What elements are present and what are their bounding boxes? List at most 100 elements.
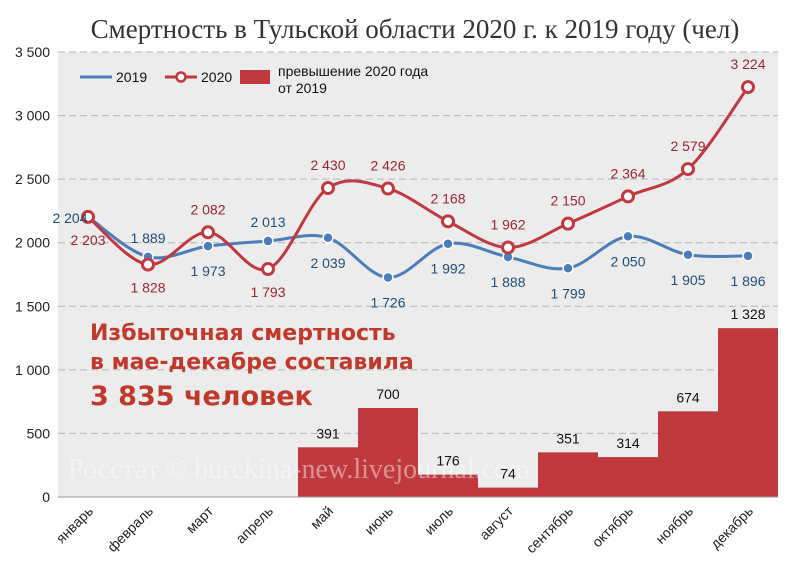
point-2020 [321,181,335,196]
point-2020 [681,162,695,177]
point-2020 [201,225,215,240]
point-2019 [682,249,694,261]
point-2020 [261,262,275,277]
data-label-2019: 1 889 [130,230,165,246]
chart-title: Смертность в Тульской области 2020 г. к … [91,14,740,44]
watermark: Росстат © burckina-new.livejournal.com [68,454,530,485]
legend-marker-2020 [175,71,187,83]
point-2019 [202,240,214,252]
data-label-2020: 2 364 [610,165,645,181]
data-labels: 391 700 176 74 351 314 674 1 328 2 203 1 828 2 082… [52,56,765,482]
excess-bar-label: 1 328 [730,306,765,322]
point-2020 [81,209,95,224]
excess-bar-label: 700 [376,386,400,402]
x-tick-label: июль [421,503,456,538]
data-label-2019: 1 888 [490,274,525,290]
point-2019 [622,230,634,243]
y-tick-label: 2 000 [15,235,50,251]
data-label-2020: 2 430 [310,157,345,173]
annotation-line-3: 3 835 человек [90,381,313,412]
point-2019 [562,262,574,275]
y-axis-ticks: 0 500 1 000 1 500 2 000 2 500 3 000 3 500 [15,44,50,505]
excess-bar-label: 351 [556,430,580,446]
legend-label-2020: 2020 [201,69,232,85]
point-2020 [741,80,755,95]
series-points [81,80,755,284]
excess-bar [418,474,478,497]
x-tick-label: декабрь [707,503,756,552]
point-2020 [621,189,635,204]
x-tick-label: октябрь [589,503,636,550]
data-label-2020: 1 828 [130,280,165,296]
excess-bar-label: 314 [616,435,640,451]
x-tick-label: август [476,502,516,542]
x-tick-label: май [307,503,336,532]
point-2020 [141,257,155,272]
excess-bar [538,452,598,497]
data-label-2019: 2 204 [52,210,87,226]
x-tick-label: январь [53,503,96,546]
excess-bar-label: 674 [676,389,700,405]
data-label-2020: 1 962 [490,217,525,233]
x-axis-ticks: январь февраль март апрель май июнь июль август… [53,502,756,556]
excess-bar [478,487,538,497]
legend: 2019 2020 превышение 2020 года от 2019 [80,63,428,96]
x-tick-label: апрель [232,503,276,547]
data-label-2019: 1 973 [190,263,225,279]
point-2019 [382,271,394,284]
data-label-2019: 2 013 [250,214,285,230]
legend-label-excess-line1: превышение 2020 года [278,63,428,79]
y-tick-label: 0 [42,489,50,505]
y-tick-label: 2 500 [15,171,50,187]
x-tick-label: март [183,502,217,536]
y-tick-label: 1 500 [15,298,50,314]
excess-bar-label: 176 [436,453,460,469]
y-tick-label: 3 500 [15,44,50,60]
data-label-2019: 1 905 [670,272,705,288]
data-label-2020: 2 426 [370,158,405,174]
legend-label-2019: 2019 [116,69,147,85]
annotation: Избыточная смертность в мае-декабре сост… [90,321,414,412]
annotation-line-2: в мае-декабре составила [90,350,414,375]
y-tick-label: 3 000 [15,108,50,124]
point-2020 [441,214,455,229]
point-2020 [501,240,515,255]
excess-bar [718,328,778,497]
x-tick-label: июнь [361,503,396,538]
legend-label-excess-line2: от 2019 [278,80,327,96]
data-label-2019: 1 799 [550,285,585,301]
point-2019 [442,237,454,250]
point-2020 [561,216,575,231]
excess-bar [298,447,358,497]
point-2019 [262,235,274,247]
x-tick-label: февраль [104,503,156,555]
data-label-2019: 1 726 [370,295,405,311]
point-2019 [742,250,754,262]
x-tick-label: ноябрь [652,503,696,547]
data-label-2020: 2 203 [70,232,105,248]
annotation-line-1: Избыточная смертность [90,321,396,346]
data-label-2020: 2 168 [430,190,465,206]
data-label-2020: 1 793 [250,284,285,300]
data-label-2019: 2 039 [310,255,345,271]
data-label-2020: 2 579 [670,138,705,154]
data-label-2019: 1 896 [730,273,765,289]
legend-swatch-excess [240,70,270,84]
data-label-2019: 1 992 [430,261,465,277]
point-2020 [381,181,395,196]
data-label-2020: 2 150 [550,193,585,209]
data-label-2020: 2 082 [190,201,225,217]
point-2019 [322,232,334,244]
x-tick-label: сентябрь [523,503,576,556]
y-tick-label: 1 000 [15,362,50,378]
excess-bars [298,328,778,497]
data-label-2019: 2 050 [610,253,645,269]
data-label-2020: 3 224 [730,56,765,72]
excess-bar [358,408,418,497]
excess-bar [598,457,658,497]
excess-bar-label: 74 [500,466,516,482]
excess-bar [658,411,718,497]
excess-bar-label: 391 [316,425,340,441]
y-tick-label: 500 [27,425,51,441]
